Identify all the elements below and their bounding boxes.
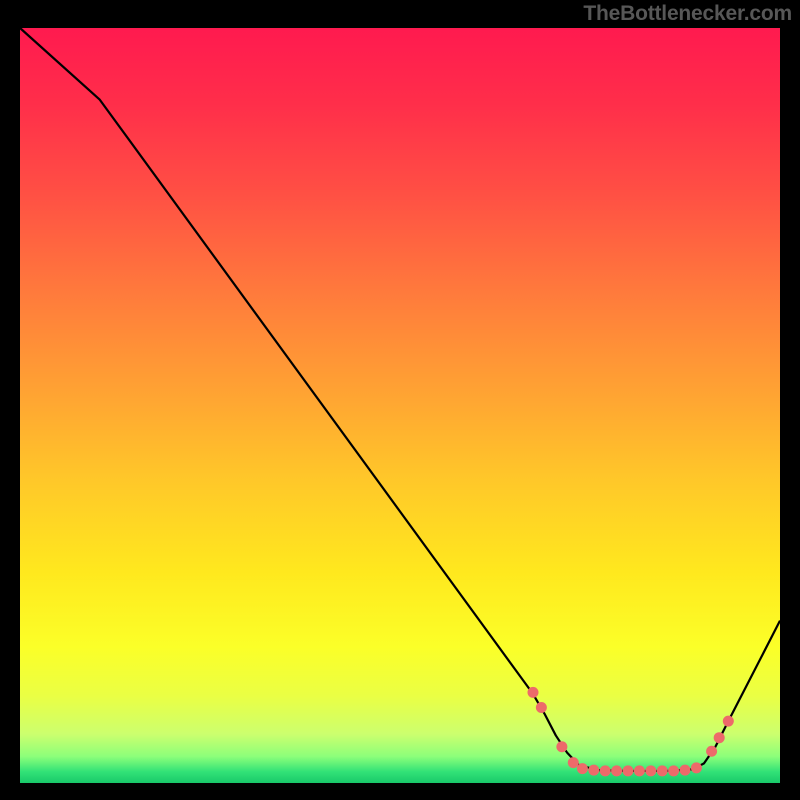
watermark-text: TheBottlenecker.com	[583, 2, 792, 26]
data-marker	[706, 746, 717, 757]
data-marker	[668, 765, 679, 776]
data-marker	[600, 765, 611, 776]
data-marker	[723, 716, 734, 727]
data-marker	[556, 741, 567, 752]
data-marker	[645, 765, 656, 776]
bottleneck-chart	[0, 0, 800, 800]
data-marker	[536, 702, 547, 713]
data-marker	[611, 765, 622, 776]
data-marker	[680, 765, 691, 776]
data-marker	[577, 763, 588, 774]
data-marker	[634, 765, 645, 776]
data-marker	[623, 765, 634, 776]
data-marker	[588, 765, 599, 776]
data-marker	[691, 762, 702, 773]
gradient-background	[20, 28, 780, 783]
data-marker	[657, 765, 668, 776]
data-marker	[714, 732, 725, 743]
chart-container: TheBottlenecker.com	[0, 0, 800, 800]
data-marker	[528, 687, 539, 698]
data-marker	[568, 757, 579, 768]
